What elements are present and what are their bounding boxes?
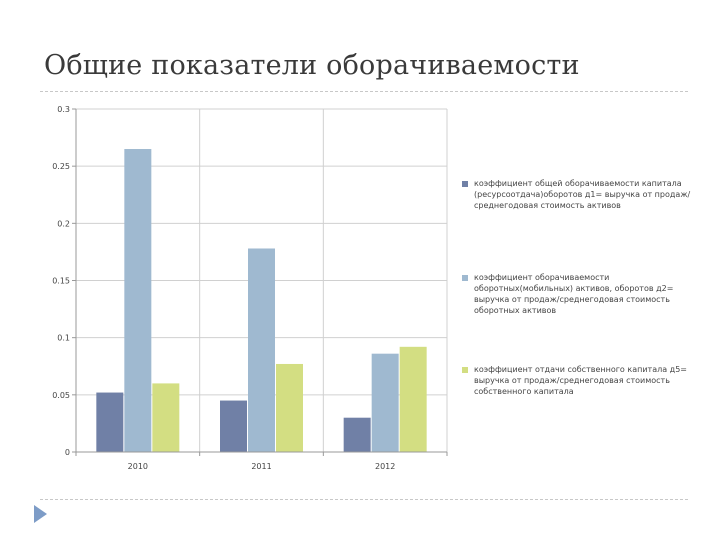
y-tick-label-5: 0.25 xyxy=(52,162,70,171)
bar-series-2-2010 xyxy=(124,149,152,452)
slide-title: Общие показатели оборачиваемости xyxy=(44,50,580,81)
bar-series-3-2012 xyxy=(399,346,427,452)
bar-series-3-2011 xyxy=(276,363,303,452)
legend-swatch-series-2 xyxy=(462,275,468,281)
chart-tick-labels: 0 0.05 0.1 0.15 0.2 0.25 0.3 2010 2011 2012 xyxy=(52,105,395,471)
bar-series-1-2012 xyxy=(343,417,371,452)
x-tick-label-2011: 2011 xyxy=(251,462,271,471)
legend-label-series-3: коэффициент отдачи собственного капитала… xyxy=(474,365,687,396)
chart-axes xyxy=(72,108,448,456)
bar-series-1-2011 xyxy=(220,400,247,452)
legend-swatch-series-1 xyxy=(462,181,468,187)
title-divider xyxy=(40,91,688,92)
bar-series-2-2011 xyxy=(248,248,275,452)
y-tick-label-4: 0.2 xyxy=(57,219,70,228)
y-tick-label-2: 0.1 xyxy=(57,334,70,343)
x-tick-label-2010: 2010 xyxy=(128,462,148,471)
y-tick-label-0: 0 xyxy=(65,448,70,457)
footer-divider xyxy=(40,499,688,500)
y-tick-label-6: 0.3 xyxy=(57,105,70,114)
legend-label-series-1: коэффициент общей оборачиваемости капита… xyxy=(474,179,691,210)
bar-series-2-2012 xyxy=(371,353,399,452)
bar-series-3-2010 xyxy=(152,383,180,452)
legend-item-series-1: коэффициент общей оборачиваемости капита… xyxy=(462,178,692,211)
legend-swatch-series-3 xyxy=(462,367,468,373)
x-tick-label-2012: 2012 xyxy=(375,462,395,471)
slide-corner-triangle-icon xyxy=(34,505,47,523)
y-tick-label-3: 0.15 xyxy=(52,277,70,286)
legend-item-series-3: коэффициент отдачи собственного капитала… xyxy=(462,364,692,397)
chart-bars xyxy=(96,149,427,452)
legend-label-series-2: коэффициент оборачиваемости оборотных(мо… xyxy=(474,273,674,315)
legend-item-series-2: коэффициент оборачиваемости оборотных(мо… xyxy=(462,272,692,316)
bar-series-1-2010 xyxy=(96,392,124,452)
y-tick-label-1: 0.05 xyxy=(52,391,70,400)
